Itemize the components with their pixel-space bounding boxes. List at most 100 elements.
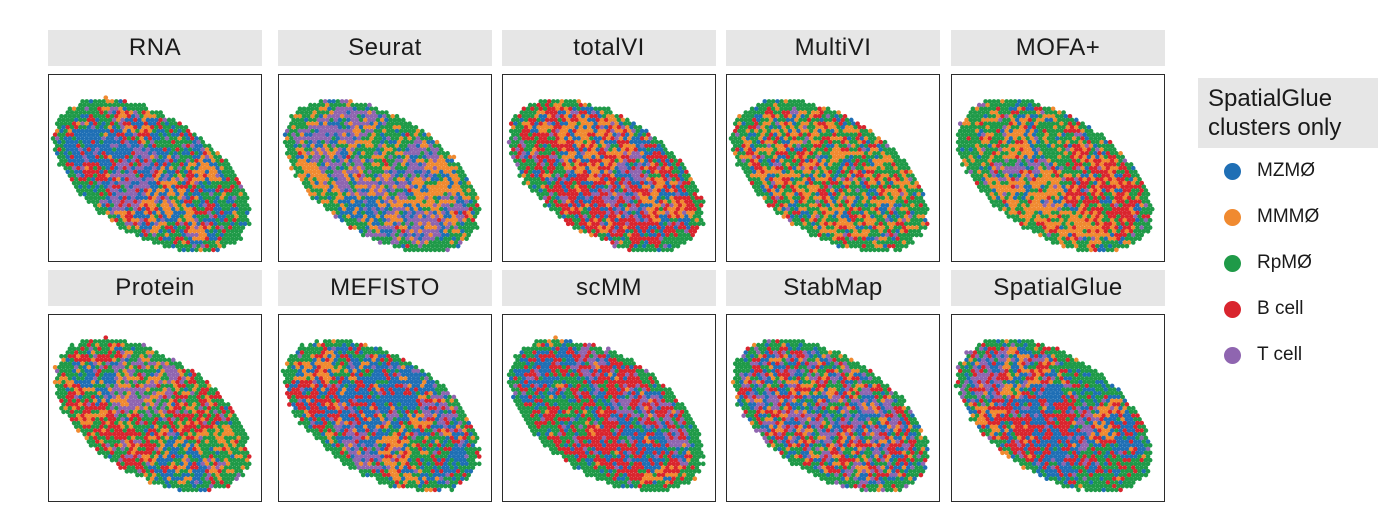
spot (116, 124, 121, 130)
spot (536, 162, 541, 167)
spot (806, 199, 812, 204)
spot (671, 214, 677, 219)
spot (143, 113, 149, 119)
spot (339, 188, 345, 193)
spot (111, 110, 117, 115)
spot (358, 102, 364, 108)
spot (620, 206, 626, 212)
spot (120, 177, 125, 182)
panel-title: Seurat (278, 30, 492, 66)
spot (179, 184, 185, 190)
spot (614, 158, 620, 164)
spot (815, 177, 820, 182)
spot (333, 184, 339, 190)
spot (612, 117, 617, 123)
spot (394, 121, 400, 127)
spot (474, 210, 480, 216)
spot (116, 102, 121, 108)
spot (82, 184, 87, 190)
spot (73, 124, 79, 130)
spot (563, 128, 569, 134)
spot (827, 110, 833, 115)
spot (164, 203, 170, 208)
spot (637, 228, 643, 234)
spot (599, 191, 605, 197)
spot (773, 199, 778, 204)
spot (166, 199, 172, 204)
spot (114, 99, 119, 104)
spot (523, 147, 529, 152)
spot (181, 210, 187, 216)
spot (798, 117, 803, 123)
spot (578, 110, 584, 115)
spot (610, 151, 615, 156)
spot (654, 243, 660, 249)
spot (555, 188, 560, 193)
spot (756, 162, 761, 167)
spot (419, 210, 425, 216)
spot (599, 236, 605, 242)
spot (591, 147, 596, 152)
spot (455, 162, 461, 167)
spot (168, 203, 174, 208)
spot (806, 154, 812, 160)
spot (513, 136, 518, 141)
spot (918, 195, 924, 201)
spot (658, 214, 664, 219)
spot (341, 199, 347, 204)
spot (215, 173, 220, 178)
spot (800, 113, 806, 119)
spot (417, 184, 423, 190)
spot (348, 143, 353, 149)
spot (128, 199, 134, 204)
spot (675, 221, 681, 227)
spot (141, 221, 147, 227)
spot (901, 158, 907, 164)
spot (580, 188, 586, 193)
spot (817, 173, 822, 178)
spot (135, 158, 140, 164)
spot (350, 169, 355, 175)
spot (603, 132, 609, 138)
spot (73, 154, 79, 160)
spot (196, 184, 201, 190)
spot (405, 191, 410, 197)
spot (773, 102, 778, 108)
spot (599, 228, 605, 234)
spot (781, 162, 787, 167)
panel-seurat: Seurat (278, 30, 492, 262)
spot (95, 162, 100, 167)
spot (143, 106, 149, 112)
spot (681, 240, 687, 245)
spot (773, 154, 778, 160)
spot (622, 136, 628, 141)
spot (910, 173, 915, 178)
spot (747, 117, 753, 123)
spot (802, 177, 808, 182)
spot (662, 206, 668, 212)
spot (595, 154, 601, 160)
spot (800, 106, 806, 112)
spot (601, 128, 607, 134)
spot (111, 206, 117, 212)
spot (206, 217, 212, 223)
spot (394, 158, 400, 164)
spot (194, 240, 199, 245)
spot (415, 188, 421, 193)
spot (610, 203, 615, 208)
spot (817, 128, 822, 134)
spot (546, 106, 552, 112)
spot (821, 173, 827, 178)
spot (810, 132, 816, 138)
spot (627, 225, 632, 230)
spot (392, 162, 398, 167)
spot (149, 110, 155, 115)
spot (130, 106, 136, 112)
spot (823, 177, 829, 182)
spot (527, 110, 533, 115)
spot (741, 165, 746, 171)
spot (225, 236, 231, 242)
spot (160, 240, 166, 245)
spot (570, 177, 575, 182)
spot (215, 180, 220, 186)
